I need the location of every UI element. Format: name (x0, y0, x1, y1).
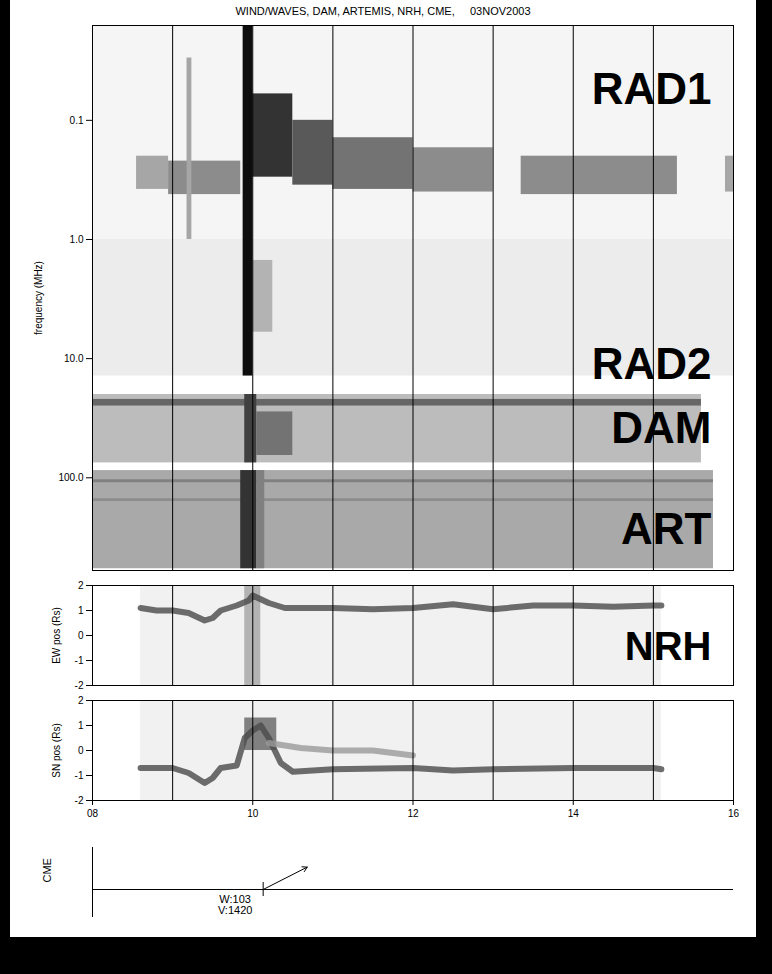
svg-text:10: 10 (247, 808, 259, 819)
svg-text:-2: -2 (75, 680, 84, 691)
svg-text:-2: -2 (75, 795, 84, 806)
svg-text:14: 14 (568, 808, 580, 819)
svg-text:-1: -1 (75, 655, 84, 666)
svg-text:0: 0 (78, 745, 84, 756)
html-text:WIND/WAVES, DAM, ARTEMIS, NRH,: WIND/WAVES, DAM, ARTEMIS, NRH, CME, 03NO… (235, 5, 531, 17)
svg-text:SN pos (Rs): SN pos (Rs) (51, 723, 62, 777)
svg-text:0.1: 0.1 (70, 115, 84, 126)
svg-text:16: 16 (728, 808, 740, 819)
svg-text:DAM: DAM (611, 403, 711, 452)
svg-text:NRH: NRH (625, 624, 712, 668)
svg-text:08: 08 (87, 808, 99, 819)
svg-text:1: 1 (78, 720, 84, 731)
svg-text:2: 2 (78, 580, 84, 591)
svg-text:frequency (MHz): frequency (MHz) (33, 261, 44, 335)
svg-text:1.0: 1.0 (70, 234, 84, 245)
svg-text:W:103V:1420: W:103V:1420 (218, 893, 252, 916)
svg-text:100.0: 100.0 (58, 472, 83, 483)
svg-text:ART: ART (621, 504, 712, 553)
svg-text:0: 0 (78, 630, 84, 641)
svg-text:EW pos (Rs): EW pos (Rs) (51, 607, 62, 664)
svg-text:-1: -1 (75, 770, 84, 781)
svg-text:10.0: 10.0 (64, 353, 84, 364)
svg-text:CME: CME (41, 858, 53, 882)
svg-text:RAD2: RAD2 (592, 339, 712, 388)
svg-text:1: 1 (78, 605, 84, 616)
svg-text:12: 12 (407, 808, 419, 819)
svg-text:2: 2 (78, 695, 84, 706)
svg-text:RAD1: RAD1 (592, 64, 712, 113)
